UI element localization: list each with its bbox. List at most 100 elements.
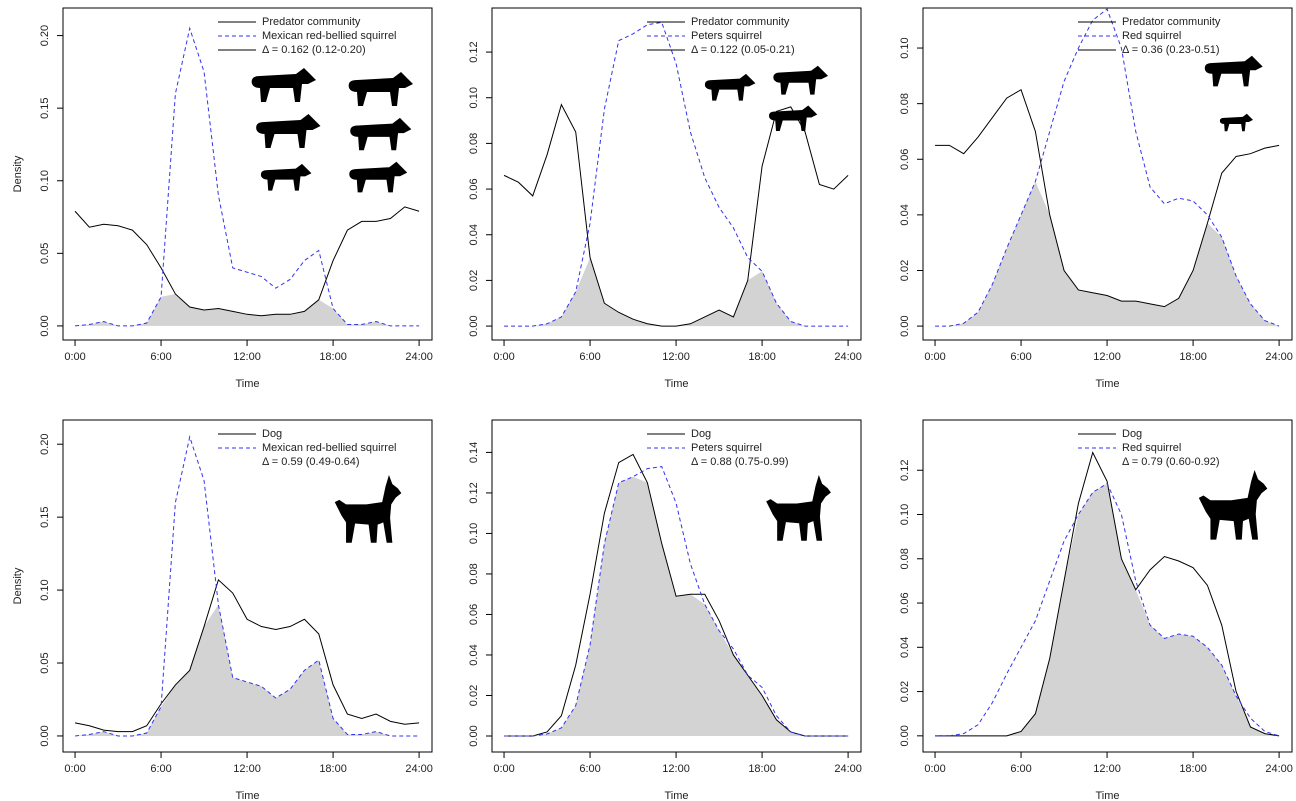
x-tick-label: 24:00 bbox=[834, 351, 862, 363]
legend-label: Dog bbox=[691, 428, 711, 440]
y-tick-label: 0.02 bbox=[899, 260, 911, 281]
y-tick-label: 0.10 bbox=[468, 523, 480, 544]
y-tick-label: 0.00 bbox=[468, 315, 480, 336]
x-tick-label: 0:00 bbox=[64, 763, 85, 775]
y-tick-label: 0.04 bbox=[899, 637, 911, 658]
x-axis-label: Time bbox=[1095, 378, 1119, 390]
y-tick-label: 0.02 bbox=[468, 270, 480, 291]
y-tick-label: 0.02 bbox=[468, 685, 480, 706]
x-tick-label: 0:00 bbox=[924, 351, 945, 363]
x-tick-label: 24:00 bbox=[405, 763, 433, 775]
x-tick-label: 6:00 bbox=[1010, 763, 1031, 775]
legend-label: Red squirrel bbox=[1122, 30, 1181, 42]
y-axis-label: Density bbox=[12, 155, 24, 192]
density-line bbox=[935, 482, 1280, 737]
density-line bbox=[935, 89, 1280, 308]
x-tick-label: 6:00 bbox=[150, 763, 171, 775]
y-tick-label: 0.10 bbox=[468, 87, 480, 108]
legend-label: Predator community bbox=[262, 16, 361, 28]
y-tick-label: 0.20 bbox=[39, 25, 51, 46]
density-line bbox=[74, 26, 420, 327]
plot-frame bbox=[491, 7, 862, 341]
x-tick-label: 12:00 bbox=[1093, 351, 1121, 363]
overlap-area bbox=[75, 293, 420, 326]
y-tick-label: 0.00 bbox=[39, 725, 51, 746]
y-tick-label: 0.00 bbox=[468, 725, 480, 746]
y-tick-label: 0.06 bbox=[468, 178, 480, 199]
y-tick-label: 0.12 bbox=[468, 482, 480, 503]
y-tick-label: 0.00 bbox=[899, 315, 911, 336]
y-tick-label: 0.06 bbox=[468, 604, 480, 625]
x-tick-label: 6:00 bbox=[150, 351, 171, 363]
y-axis-label: Density bbox=[12, 567, 24, 604]
x-tick-label: 0:00 bbox=[493, 763, 514, 775]
y-tick-label: 0.15 bbox=[39, 506, 51, 527]
density-line bbox=[935, 8, 1280, 327]
annotation: Δ = 0.36 (0.23-0.51) bbox=[1122, 44, 1220, 56]
x-tick-label: 18:00 bbox=[319, 351, 347, 363]
annotation: Δ = 0.79 (0.60-0.92) bbox=[1122, 456, 1220, 468]
y-tick-label: 0.08 bbox=[468, 133, 480, 154]
density-line bbox=[74, 435, 420, 737]
x-axis-label: Time bbox=[664, 378, 688, 390]
x-tick-label: 0:00 bbox=[64, 351, 85, 363]
overlap-area bbox=[504, 476, 849, 736]
density-line bbox=[504, 21, 849, 327]
x-tick-label: 12:00 bbox=[662, 763, 690, 775]
legend-label: Predator community bbox=[691, 16, 790, 28]
overlap-area bbox=[75, 604, 420, 736]
x-tick-label: 6:00 bbox=[579, 351, 600, 363]
x-tick-label: 18:00 bbox=[1179, 763, 1207, 775]
legend-label: Peters squirrel bbox=[691, 30, 762, 42]
legend-label: Dog bbox=[1122, 428, 1142, 440]
x-tick-label: 24:00 bbox=[834, 763, 862, 775]
legend-label: Peters squirrel bbox=[691, 442, 762, 454]
y-tick-label: 0.10 bbox=[39, 170, 51, 191]
y-tick-label: 0.04 bbox=[468, 644, 480, 665]
x-tick-label: 0:00 bbox=[924, 763, 945, 775]
density-line bbox=[503, 103, 849, 327]
annotation: Δ = 0.122 (0.05-0.21) bbox=[691, 44, 795, 56]
y-tick-label: 0.08 bbox=[468, 563, 480, 584]
legend-label: Mexican red-bellied squirrel bbox=[262, 442, 397, 454]
y-tick-label: 0.12 bbox=[899, 460, 911, 481]
y-tick-label: 0.05 bbox=[39, 652, 51, 673]
y-tick-label: 0.00 bbox=[39, 315, 51, 336]
density-line bbox=[74, 578, 420, 733]
y-tick-label: 0.00 bbox=[899, 725, 911, 746]
annotation: Δ = 0.88 (0.75-0.99) bbox=[691, 456, 789, 468]
x-tick-label: 0:00 bbox=[493, 351, 514, 363]
legend-label: Mexican red-bellied squirrel bbox=[262, 30, 397, 42]
overlap-area bbox=[935, 483, 1280, 736]
x-axis-label: Time bbox=[1095, 790, 1119, 801]
x-tick-label: 6:00 bbox=[579, 763, 600, 775]
y-tick-label: 0.02 bbox=[899, 681, 911, 702]
y-tick-label: 0.12 bbox=[468, 41, 480, 62]
density-line bbox=[504, 466, 849, 737]
x-tick-label: 18:00 bbox=[1179, 351, 1207, 363]
y-tick-label: 0.05 bbox=[39, 243, 51, 264]
density-line bbox=[935, 451, 1280, 737]
y-tick-label: 0.10 bbox=[899, 504, 911, 525]
y-tick-label: 0.10 bbox=[39, 579, 51, 600]
x-tick-label: 6:00 bbox=[1010, 351, 1031, 363]
y-tick-label: 0.20 bbox=[39, 434, 51, 455]
legend-label: Red squirrel bbox=[1122, 442, 1181, 454]
density-line bbox=[74, 206, 420, 317]
overlap-area bbox=[935, 181, 1280, 327]
x-axis-label: Time bbox=[235, 790, 259, 801]
y-tick-label: 0.15 bbox=[39, 97, 51, 118]
x-tick-label: 12:00 bbox=[1093, 763, 1121, 775]
x-tick-label: 24:00 bbox=[1265, 351, 1293, 363]
x-tick-label: 24:00 bbox=[405, 351, 433, 363]
y-tick-label: 0.10 bbox=[899, 37, 911, 58]
y-tick-label: 0.04 bbox=[468, 224, 480, 245]
x-tick-label: 12:00 bbox=[233, 763, 261, 775]
y-tick-label: 0.08 bbox=[899, 548, 911, 569]
x-tick-label: 18:00 bbox=[748, 351, 776, 363]
legend-label: Dog bbox=[262, 428, 282, 440]
x-tick-label: 24:00 bbox=[1265, 763, 1293, 775]
legend-label: Predator community bbox=[1122, 16, 1221, 28]
y-tick-label: 0.04 bbox=[899, 204, 911, 225]
